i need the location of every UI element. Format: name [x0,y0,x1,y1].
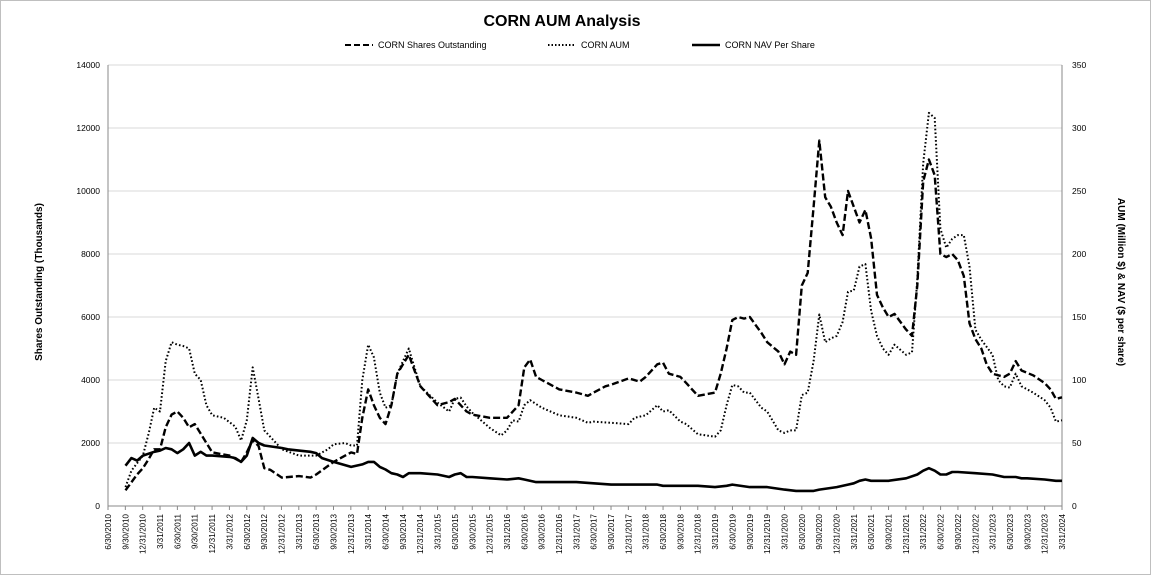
x-tick-label: 3/31/2017 [572,513,581,549]
x-tick-label: 3/31/2014 [364,513,373,549]
x-tick-label: 3/31/2015 [434,513,443,549]
x-tick-label: 3/31/2018 [642,513,651,549]
series-line-nav-per-share [124,436,1062,493]
x-tick-label: 9/30/2014 [399,513,408,549]
x-tick-label: 12/31/2017 [624,513,633,554]
y-left-tick-label: 2000 [81,438,100,448]
x-tick-label: 6/30/2010 [104,513,113,549]
y-axis-left: 0 2000 4000 6000 8000 10000 12000 14000 [76,60,100,511]
y-right-tick-label: 150 [1072,312,1086,322]
x-tick-label: 9/30/2011 [191,513,200,549]
y-right-tick-label: 300 [1072,123,1086,133]
x-tick-label: 9/30/2017 [607,513,616,549]
legend-label-shares: CORN Shares Outstanding [378,40,487,50]
y-right-tick-label: 50 [1072,438,1082,448]
series-line-shares-outstanding [124,139,1063,492]
x-tick-label: 9/30/2013 [329,513,338,549]
x-tick-label: 12/31/2010 [139,513,148,554]
x-tick-label: 12/31/2013 [347,513,356,554]
x-tick-label: 9/30/2020 [815,513,824,549]
x-tick-label: 12/31/2016 [555,513,564,554]
x-tick-label: 9/30/2016 [538,513,547,549]
chart-title: CORN AUM Analysis [483,13,640,30]
x-tick-label: 6/30/2015 [451,513,460,549]
series-line-aum [124,111,1063,488]
y-left-tick-label: 8000 [81,249,100,259]
x-tick-label: 12/31/2020 [833,513,842,554]
y-left-tick-label: 10000 [76,186,100,196]
x-tick-label: 6/30/2023 [1006,513,1015,549]
x-tick-label: 9/30/2019 [746,513,755,549]
x-tick-label: 9/30/2010 [121,513,130,549]
x-tick-label: 3/31/2013 [295,513,304,549]
x-tick-label: 12/31/2014 [416,513,425,554]
x-tick-label: 9/30/2021 [885,513,894,549]
x-tick-label: 12/31/2021 [902,513,911,554]
x-tick-label: 6/30/2011 [173,513,182,549]
y-left-tick-label: 6000 [81,312,100,322]
legend-label-aum: CORN AUM [581,40,630,50]
x-tick-label: 3/31/2021 [850,513,859,549]
y-left-tick-label: 0 [95,501,100,511]
x-tick-label: 12/31/2018 [694,513,703,554]
x-tick-label: 12/31/2023 [1041,513,1050,554]
x-tick-label: 6/30/2020 [798,513,807,549]
x-tick-label: 12/31/2012 [277,513,286,554]
y-left-tick-label: 4000 [81,375,100,385]
x-tick-label: 6/30/2012 [243,513,252,549]
x-tick-label: 6/30/2019 [728,513,737,549]
x-tick-label: 3/31/2023 [989,513,998,549]
x-tick-label: 12/31/2019 [763,513,772,554]
y-axis-left-title: Shares Outstanding (Thousands) [34,203,45,361]
y-right-tick-label: 250 [1072,186,1086,196]
y-left-tick-label: 14000 [76,60,100,70]
legend: CORN Shares Outstanding CORN AUM CORN NA… [345,40,815,50]
x-tick-label: 3/31/2011 [156,513,165,549]
x-tick-label: 9/30/2012 [260,513,269,549]
x-tick-label: 6/30/2021 [867,513,876,549]
x-tick-label: 3/31/2016 [503,513,512,549]
y-right-tick-label: 0 [1072,501,1077,511]
x-tick-label: 9/30/2018 [676,513,685,549]
y-left-tick-label: 12000 [76,123,100,133]
y-right-tick-label: 100 [1072,375,1086,385]
x-tick-label: 3/31/2019 [711,513,720,549]
x-tick-label: 12/31/2022 [971,513,980,554]
x-tick-label: 3/31/2024 [1058,513,1067,549]
x-tick-label: 9/30/2022 [954,513,963,549]
x-tick-label: 3/31/2022 [919,513,928,549]
x-tick-label: 12/31/2015 [486,513,495,554]
x-tick-label: 6/30/2013 [312,513,321,549]
series-lines [124,111,1063,493]
x-tick-label: 6/30/2022 [937,513,946,549]
x-tick-label: 6/30/2017 [590,513,599,549]
x-tick-label: 6/30/2014 [382,513,391,549]
y-right-tick-label: 350 [1072,60,1086,70]
x-tick-label: 3/31/2020 [780,513,789,549]
legend-label-nav: CORN NAV Per Share [725,40,815,50]
x-tick-label: 9/30/2023 [1023,513,1032,549]
y-axis-right-title: AUM (Million $) & NAV ($ per share) [1115,198,1126,366]
x-tick-label: 9/30/2015 [468,513,477,549]
x-tick-label: 6/30/2018 [659,513,668,549]
x-tick-label: 6/30/2016 [520,513,529,549]
x-tick-label: 3/31/2012 [225,513,234,549]
y-axis-right: 0 50 100 150 200 250 300 350 [1072,60,1086,511]
gridlines [107,64,1063,507]
x-tick-label: 12/31/2011 [208,513,217,553]
x-axis: 6/30/2010 9/30/2010 12/31/2010 3/31/2011 6/3… [104,506,1067,554]
y-right-tick-label: 200 [1072,249,1086,259]
